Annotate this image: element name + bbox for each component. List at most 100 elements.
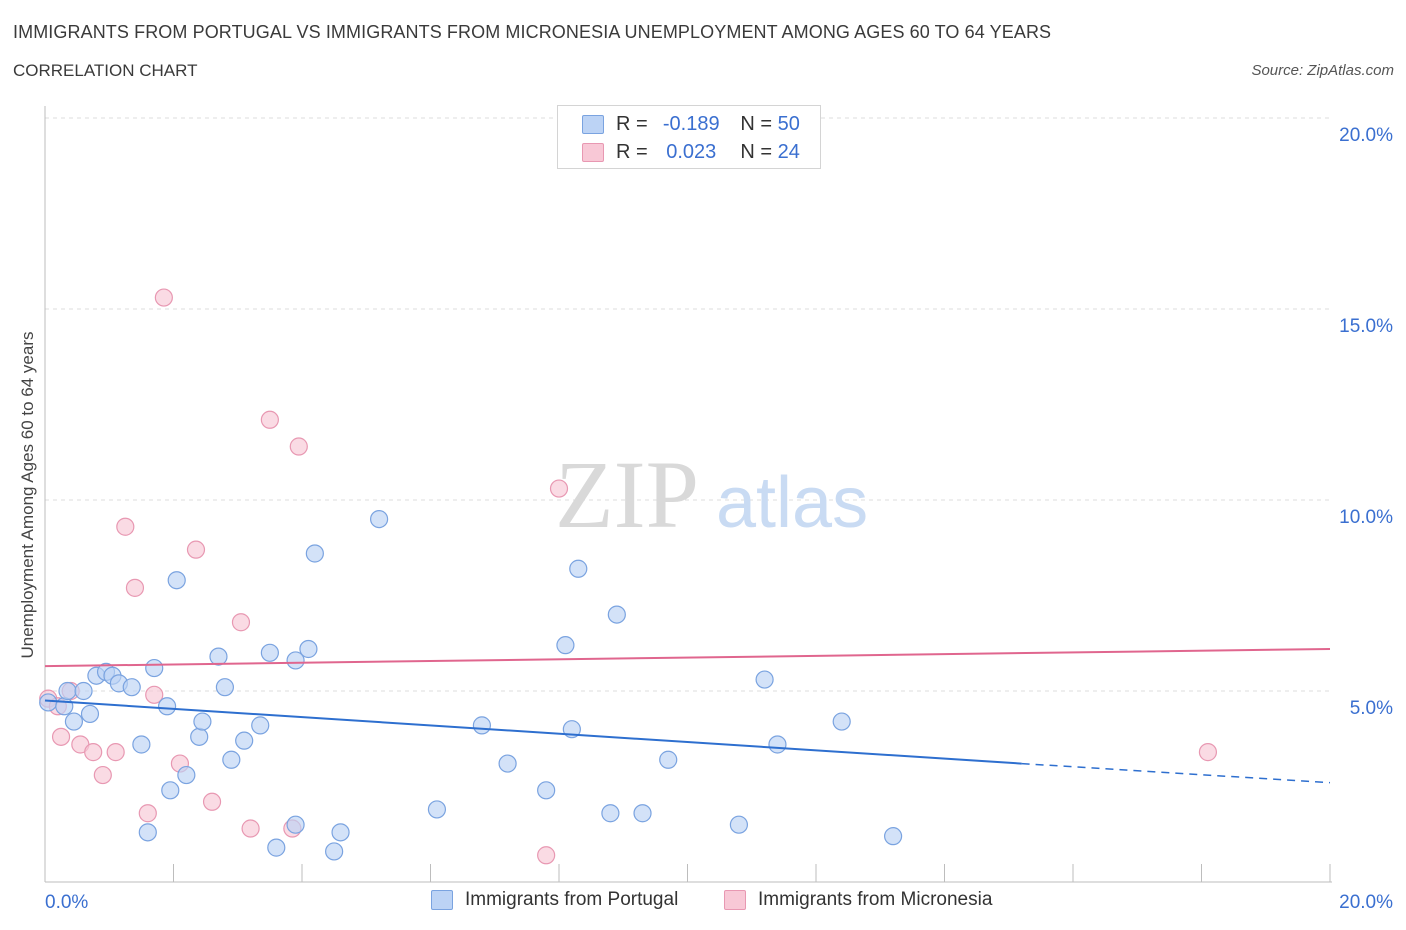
point-portugal [427, 800, 447, 819]
legend-label-portugal: Immigrants from Portugal [465, 889, 679, 910]
data-points [39, 288, 1218, 865]
point-portugal [370, 509, 389, 529]
point-micronesia [116, 517, 135, 536]
legend-label-micronesia: Immigrants from Micronesia [758, 889, 993, 910]
point-portugal [157, 697, 177, 716]
point-portugal [832, 712, 851, 731]
point-portugal [235, 731, 254, 750]
point-portugal [209, 647, 228, 666]
point-portugal [755, 670, 774, 689]
trend-lines [44, 647, 1331, 784]
point-portugal [569, 559, 588, 578]
y-tick-label: 20.0% [1339, 125, 1393, 146]
point-micronesia [241, 819, 260, 838]
point-portugal [286, 815, 305, 834]
legend-swatch-micronesia [724, 890, 746, 910]
point-portugal [138, 823, 157, 842]
n-label: N = [740, 112, 773, 135]
point-micronesia [93, 765, 112, 785]
grid-lines [45, 117, 1330, 692]
point-portugal [633, 804, 652, 823]
x-tick-label-min: 0.0% [45, 892, 88, 913]
portugal-swatch [582, 114, 604, 134]
chart-subtitle: CORRELATION CHART [13, 61, 198, 80]
tick-labels: 5.0% 10.0% 15.0% 20.0% 0.0% 20.0% [45, 125, 1393, 913]
point-micronesia [125, 578, 145, 597]
point-micronesia [231, 613, 251, 632]
watermark: ZIP atlas [555, 441, 868, 548]
point-portugal [215, 678, 234, 697]
point-portugal [472, 716, 491, 735]
chart-legend: Immigrants from Portugal Immigrants from… [0, 889, 1406, 915]
axes [44, 106, 1332, 883]
point-portugal [39, 693, 58, 712]
point-portugal [145, 658, 164, 678]
point-portugal [260, 643, 279, 662]
point-micronesia [138, 804, 157, 823]
stats-row-micronesia: R = 0.023 N = 24 [582, 139, 800, 165]
trend-line-portugal [44, 699, 1022, 765]
point-micronesia [154, 288, 173, 307]
n-value-portugal: 50 [777, 112, 800, 135]
point-portugal [305, 544, 324, 563]
point-micronesia [145, 685, 164, 704]
y-tick-label: 15.0% [1339, 316, 1393, 337]
point-portugal [222, 750, 241, 769]
r-value-micronesia: 0.023 [666, 140, 717, 163]
r-label: R = [616, 140, 648, 163]
n-label: N = [740, 140, 773, 163]
point-micronesia [260, 410, 279, 429]
trend-line-portugal-extension [1021, 762, 1331, 784]
correlation-stats-box: R = -0.189 N = 50 R = 0.023 N = 24 [557, 105, 821, 169]
point-portugal [299, 639, 318, 659]
legend-swatch-portugal [431, 890, 453, 910]
point-portugal [167, 571, 186, 590]
point-portugal [883, 827, 903, 846]
micronesia-swatch [582, 142, 604, 162]
point-portugal [190, 727, 209, 746]
chart-title: IMMIGRANTS FROM PORTUGAL VS IMMIGRANTS F… [13, 22, 1052, 42]
point-portugal [729, 815, 749, 834]
point-portugal [331, 823, 350, 842]
point-portugal [64, 712, 84, 731]
point-portugal [768, 735, 787, 754]
watermark-atlas: atlas [716, 463, 868, 543]
point-portugal [132, 735, 151, 754]
y-tick-label: 10.0% [1339, 507, 1393, 528]
point-portugal [122, 678, 141, 697]
point-portugal [601, 804, 620, 823]
legend-item-portugal[interactable]: Immigrants from Portugal [431, 889, 678, 911]
point-portugal [55, 697, 74, 716]
source-credit: Source: ZipAtlas.com [1251, 62, 1394, 79]
point-portugal [58, 681, 77, 701]
r-value-portugal: -0.189 [662, 112, 720, 135]
point-micronesia [537, 846, 556, 865]
point-portugal [556, 636, 575, 655]
point-portugal [74, 681, 93, 701]
point-portugal [267, 838, 286, 857]
point-portugal [193, 712, 212, 731]
point-portugal [659, 750, 678, 769]
point-portugal [607, 605, 626, 624]
point-portugal [286, 651, 305, 670]
point-micronesia [186, 540, 206, 559]
point-portugal [251, 716, 270, 735]
r-label: R = [616, 112, 648, 135]
point-portugal [325, 842, 344, 861]
point-portugal [498, 754, 517, 773]
point-micronesia [549, 479, 569, 498]
x-tick-label-max: 20.0% [1339, 892, 1393, 913]
y-tick-label: 5.0% [1350, 698, 1393, 719]
n-value-micronesia: 24 [777, 140, 800, 163]
point-portugal [161, 781, 180, 800]
stats-row-portugal: R = -0.189 N = 50 [582, 111, 800, 137]
point-micronesia [106, 743, 125, 762]
legend-item-micronesia[interactable]: Immigrants from Micronesia [724, 889, 992, 911]
point-micronesia [202, 792, 222, 811]
trend-line-micronesia [44, 647, 1331, 668]
watermark-zip: ZIP [555, 441, 699, 548]
point-micronesia [1198, 743, 1218, 762]
point-portugal [80, 704, 100, 724]
point-micronesia [51, 727, 71, 746]
